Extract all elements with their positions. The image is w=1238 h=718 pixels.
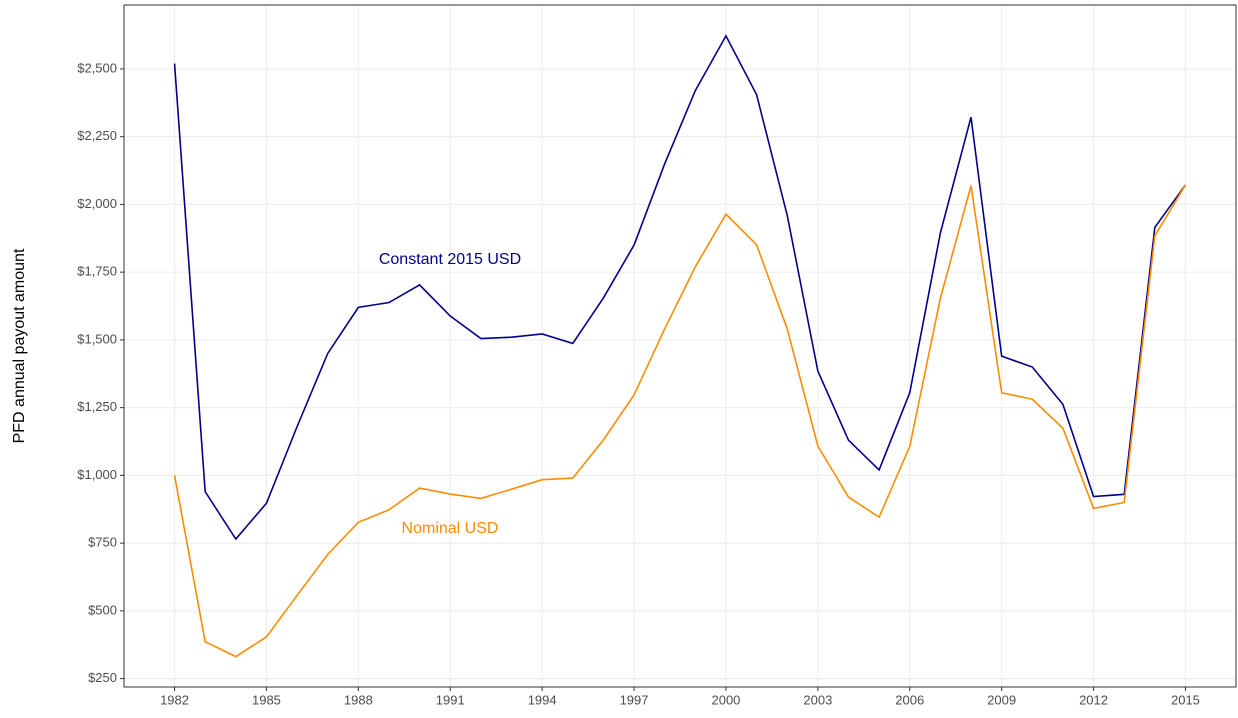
y-tick-label: $1,500: [77, 331, 117, 346]
y-axis-label: PFD annual payout amount: [11, 248, 28, 443]
x-tick-label: 1994: [528, 692, 557, 707]
y-tick-label: $2,500: [77, 60, 117, 75]
x-tick-label: 2009: [987, 692, 1016, 707]
y-tick-label: $2,250: [77, 128, 117, 143]
x-tick-label: 2003: [803, 692, 832, 707]
line-series: [173, 184, 1187, 658]
y-tick-label: $1,000: [77, 467, 117, 482]
x-tick-label: 1997: [620, 692, 649, 707]
x-tick-label: 1991: [436, 692, 465, 707]
x-tick-label: 1988: [344, 692, 373, 707]
series-label: Constant 2015 USD: [379, 251, 521, 268]
y-tick-label: $500: [88, 602, 117, 617]
y-tick-label: $250: [88, 670, 117, 685]
x-tick-label: 2000: [711, 692, 740, 707]
x-tick-label: 2012: [1079, 692, 1108, 707]
plot-border: [123, 4, 1237, 688]
series-label: Nominal USD: [402, 520, 499, 537]
y-tick-label: $1,250: [77, 399, 117, 414]
y-tick-label: $750: [88, 535, 117, 550]
line-series: [173, 34, 1187, 541]
y-tick-label: $1,750: [77, 264, 117, 279]
x-tick-label: 1982: [160, 692, 189, 707]
y-tick-label: $2,000: [77, 196, 117, 211]
x-tick-label: 2006: [895, 692, 924, 707]
x-tick-label: 2015: [1171, 692, 1200, 707]
x-tick-label: 1985: [252, 692, 281, 707]
